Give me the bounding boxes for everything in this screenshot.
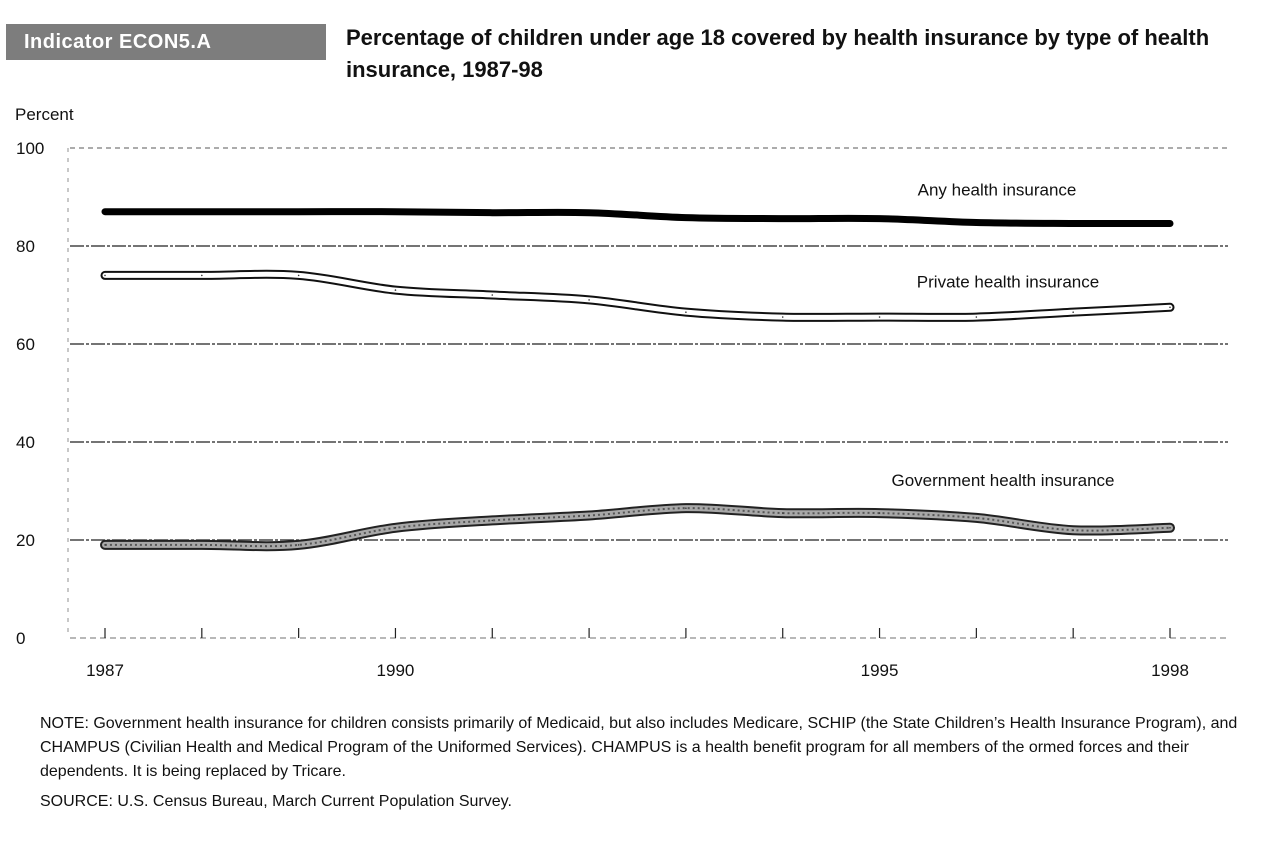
data-point-private-health-insurance (975, 316, 978, 318)
series-label-any-health-insurance: Any health insurance (918, 180, 1077, 199)
data-point-private-health-insurance (588, 299, 590, 301)
series-line-private-health-insurance (102, 271, 1173, 320)
data-point-government-health-insurance (201, 544, 203, 546)
data-point-any-health-insurance (104, 210, 106, 213)
x-tick-label: 1987 (86, 661, 124, 680)
data-point-government-health-insurance (297, 544, 300, 546)
data-point-government-health-insurance (491, 519, 494, 522)
data-point-any-health-insurance (878, 217, 881, 220)
note-text: NOTE: Government health insurance for ch… (40, 715, 1238, 780)
y-tick-label: 80 (16, 237, 35, 256)
data-point-private-health-insurance (491, 294, 494, 296)
series-line-any-health-insurance (101, 208, 1174, 228)
data-point-private-health-insurance (104, 274, 106, 277)
data-point-government-health-insurance (588, 514, 590, 517)
data-point-government-health-insurance (104, 544, 106, 546)
data-point-private-health-insurance (1072, 311, 1074, 313)
data-point-private-health-insurance (201, 274, 203, 277)
data-point-private-health-insurance (394, 289, 397, 291)
data-point-government-health-insurance (878, 512, 881, 514)
series-label-government-health-insurance: Government health insurance (891, 471, 1114, 490)
series-lines (100, 208, 1175, 552)
data-point-government-health-insurance (394, 526, 397, 529)
data-point-private-health-insurance (1169, 306, 1171, 309)
x-tick-label: 1990 (377, 661, 415, 680)
data-point-any-health-insurance (1169, 222, 1171, 225)
data-point-government-health-insurance (1072, 529, 1074, 531)
data-point-private-health-insurance (685, 311, 687, 313)
series-line-government-health-insurance (102, 505, 1173, 550)
x-tick-label: 1995 (861, 661, 899, 680)
data-point-government-health-insurance (781, 512, 784, 514)
y-tick-label: 40 (16, 433, 35, 452)
data-point-any-health-insurance (491, 211, 494, 214)
grid (67, 147, 1228, 639)
data-point-government-health-insurance (975, 517, 978, 519)
y-tick-label: 0 (16, 629, 25, 648)
data-point-any-health-insurance (201, 210, 203, 213)
y-tick-label: 60 (16, 335, 35, 354)
data-point-any-health-insurance (297, 210, 300, 213)
series-labels: Any health insurance Private health insur… (891, 180, 1114, 489)
series-label-private-health-insurance: Private health insurance (917, 272, 1099, 291)
x-tick-label: 1998 (1151, 661, 1189, 680)
indicator-badge: Indicator ECON5.A (6, 24, 326, 60)
data-point-government-health-insurance (1169, 526, 1171, 529)
y-tick-label: 100 (16, 139, 44, 158)
source-text: SOURCE: U.S. Census Bureau, March Curren… (40, 793, 512, 810)
data-point-any-health-insurance (1072, 222, 1074, 225)
line-chart: Percent 0 20 40 60 80 100 1987 1990 1995 1998 An… (15, 105, 1228, 680)
data-point-government-health-insurance (685, 507, 687, 509)
x-axis-ticks: 1987 1990 1995 1998 (86, 628, 1189, 680)
notes-section: NOTE: Government health insurance for ch… (40, 712, 1270, 814)
y-axis-ticks: 0 20 40 60 80 100 (16, 139, 44, 648)
data-point-private-health-insurance (297, 274, 300, 277)
data-point-any-health-insurance (685, 216, 687, 219)
data-point-private-health-insurance (781, 316, 784, 318)
chart-title: Percentage of children under age 18 cove… (346, 25, 1210, 82)
data-point-any-health-insurance (975, 221, 978, 224)
data-point-any-health-insurance (781, 217, 784, 220)
data-point-any-health-insurance (588, 211, 590, 214)
data-point-any-health-insurance (394, 210, 397, 213)
data-point-private-health-insurance (878, 316, 881, 318)
y-axis-label: Percent (15, 105, 74, 124)
y-tick-label: 20 (16, 531, 35, 550)
